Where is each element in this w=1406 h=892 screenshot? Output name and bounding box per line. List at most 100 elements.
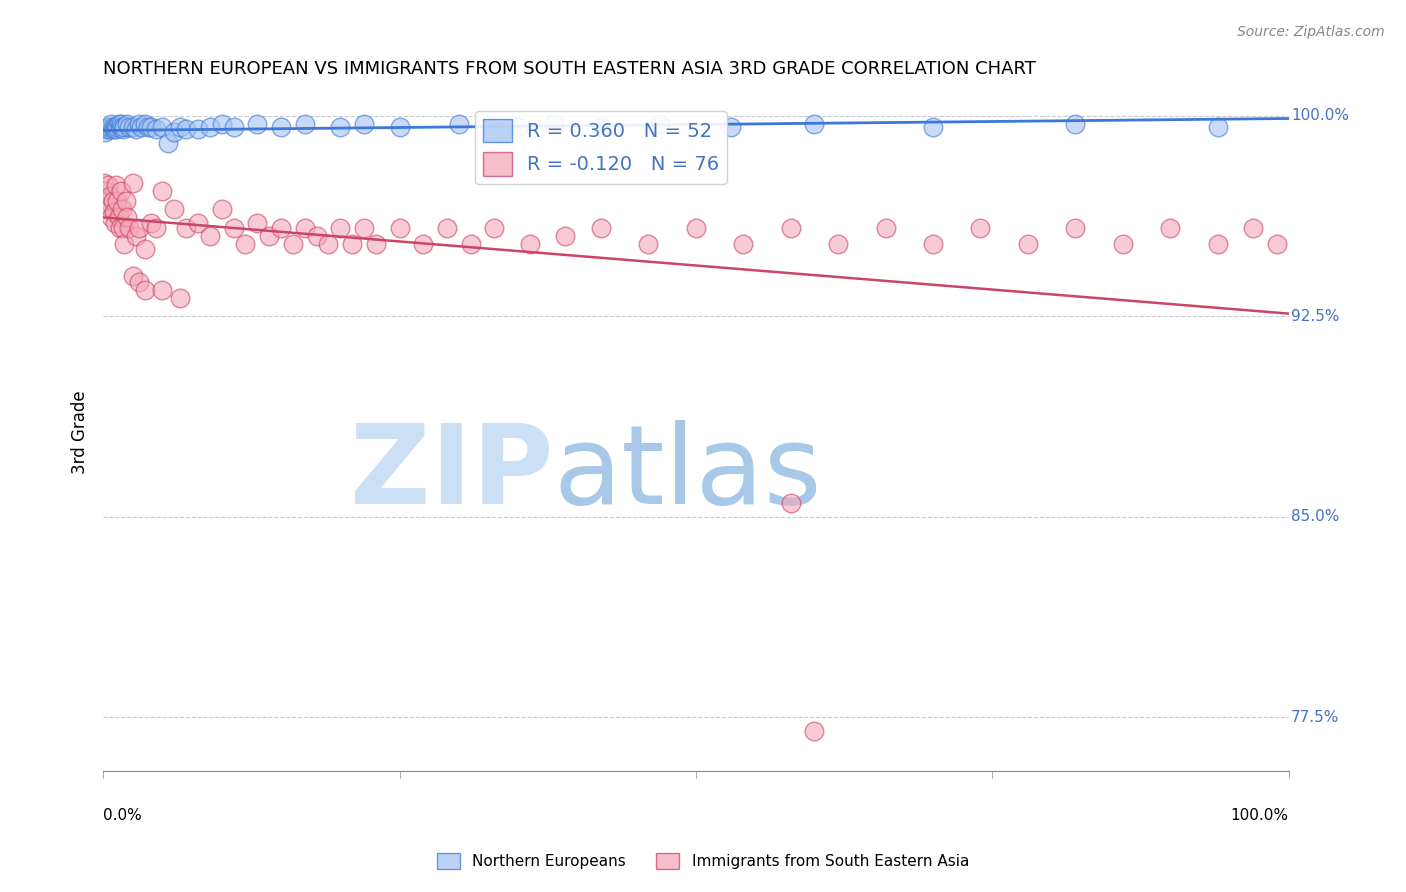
Point xyxy=(157,136,180,150)
Point xyxy=(1265,237,1288,252)
Point xyxy=(104,216,127,230)
Point xyxy=(111,120,134,134)
Point xyxy=(98,120,121,134)
Point xyxy=(1159,221,1181,235)
Point xyxy=(720,120,742,134)
Point xyxy=(114,237,136,252)
Point xyxy=(388,221,411,235)
Point xyxy=(294,117,316,131)
Point xyxy=(353,117,375,131)
Point xyxy=(922,237,945,252)
Text: atlas: atlas xyxy=(554,419,823,526)
Text: ZIP: ZIP xyxy=(350,419,554,526)
Text: NORTHERN EUROPEAN VS IMMIGRANTS FROM SOUTH EASTERN ASIA 3RD GRADE CORRELATION CH: NORTHERN EUROPEAN VS IMMIGRANTS FROM SOU… xyxy=(103,60,1036,78)
Point xyxy=(112,122,135,136)
Point xyxy=(1206,120,1229,134)
Point xyxy=(589,221,612,235)
Point xyxy=(187,122,209,136)
Point xyxy=(97,178,120,193)
Point xyxy=(152,120,174,134)
Point xyxy=(827,237,849,252)
Point xyxy=(152,184,174,198)
Y-axis label: 3rd Grade: 3rd Grade xyxy=(72,391,89,475)
Point xyxy=(246,117,269,131)
Point xyxy=(128,275,150,289)
Legend: R = 0.360   N = 52, R = -0.120   N = 76: R = 0.360 N = 52, R = -0.120 N = 76 xyxy=(475,111,727,184)
Point xyxy=(163,125,186,139)
Point xyxy=(134,117,156,131)
Point xyxy=(101,120,124,134)
Point xyxy=(211,202,233,217)
Point xyxy=(198,229,221,244)
Point xyxy=(270,221,292,235)
Text: 0.0%: 0.0% xyxy=(103,808,142,823)
Point xyxy=(1206,237,1229,252)
Point xyxy=(103,205,125,219)
Point xyxy=(125,122,148,136)
Point xyxy=(246,216,269,230)
Point xyxy=(222,221,245,235)
Point xyxy=(115,211,138,225)
Text: 77.5%: 77.5% xyxy=(1291,710,1340,724)
Point xyxy=(353,221,375,235)
Point xyxy=(107,211,129,225)
Point xyxy=(969,221,991,235)
Point xyxy=(637,237,659,252)
Point xyxy=(875,221,897,235)
Point xyxy=(340,237,363,252)
Point xyxy=(589,120,612,134)
Point xyxy=(98,200,121,214)
Point xyxy=(104,120,127,134)
Point xyxy=(460,237,482,252)
Point xyxy=(94,125,117,139)
Point xyxy=(118,120,141,134)
Point xyxy=(121,120,143,134)
Text: 100.0%: 100.0% xyxy=(1230,808,1289,823)
Point xyxy=(270,120,292,134)
Point xyxy=(187,216,209,230)
Point xyxy=(129,120,152,134)
Point xyxy=(257,229,280,244)
Legend: Northern Europeans, Immigrants from South Eastern Asia: Northern Europeans, Immigrants from Sout… xyxy=(430,847,976,875)
Point xyxy=(96,122,118,136)
Point xyxy=(412,237,434,252)
Point xyxy=(134,243,156,257)
Point xyxy=(436,221,458,235)
Point xyxy=(101,194,124,209)
Point xyxy=(121,176,143,190)
Point xyxy=(235,237,257,252)
Point xyxy=(318,237,340,252)
Point xyxy=(685,221,707,235)
Point xyxy=(121,269,143,284)
Text: 92.5%: 92.5% xyxy=(1291,309,1340,324)
Point xyxy=(211,117,233,131)
Point xyxy=(329,221,352,235)
Point xyxy=(114,194,136,209)
Point xyxy=(364,237,387,252)
Point xyxy=(519,237,541,252)
Point xyxy=(105,122,128,136)
Point xyxy=(128,221,150,235)
Point xyxy=(1064,221,1087,235)
Text: Source: ZipAtlas.com: Source: ZipAtlas.com xyxy=(1237,25,1385,39)
Point xyxy=(108,120,131,134)
Point xyxy=(1241,221,1264,235)
Text: 100.0%: 100.0% xyxy=(1291,108,1348,123)
Point xyxy=(107,117,129,131)
Point xyxy=(1111,237,1133,252)
Point xyxy=(125,229,148,244)
Point xyxy=(554,229,576,244)
Point xyxy=(329,120,352,134)
Point xyxy=(543,117,565,131)
Point xyxy=(779,496,801,510)
Point xyxy=(105,194,128,209)
Point xyxy=(174,122,197,136)
Point xyxy=(112,221,135,235)
Point xyxy=(169,120,191,134)
Point xyxy=(198,120,221,134)
Point xyxy=(128,117,150,131)
Point xyxy=(163,202,186,217)
Point xyxy=(388,120,411,134)
Point xyxy=(281,237,304,252)
Point xyxy=(98,122,121,136)
